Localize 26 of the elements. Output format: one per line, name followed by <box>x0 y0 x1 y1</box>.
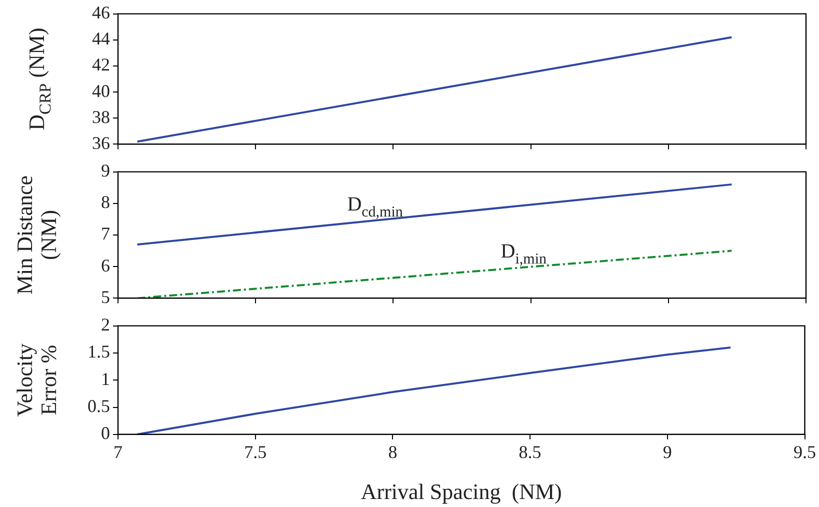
x-tick-label: 9 <box>662 442 672 462</box>
x-tick-label: 8 <box>388 442 398 462</box>
y-tick-label: 9 <box>101 160 110 181</box>
y-tick-label: 8 <box>101 192 110 212</box>
x-axis-title: Arrival Spacing (NM) <box>360 479 562 504</box>
x-tick-label: 7 <box>114 442 122 462</box>
y-tick-label: 7 <box>101 224 110 244</box>
y-axis-title: DCRP (NM) <box>24 28 55 130</box>
y-axis-title: Min Distance (NM) <box>12 175 61 295</box>
y-axis-title: Velocity Error % <box>12 343 61 417</box>
x-tick-label: 7.5 <box>244 442 267 462</box>
y-tick-label: 1.5 <box>88 342 110 362</box>
y-tick-label: 36 <box>92 132 110 153</box>
y-tick-label: 0.5 <box>88 396 110 416</box>
y-tick-label: 6 <box>101 255 110 276</box>
y-tick-label: 2 <box>101 314 110 335</box>
y-tick-label: 38 <box>92 106 110 127</box>
y-tick-label: 40 <box>92 80 110 101</box>
y-tick-label: 5 <box>101 286 110 307</box>
x-tick-label: 9.5 <box>794 442 816 462</box>
y-tick-label: 1 <box>101 368 110 389</box>
y-tick-label: 42 <box>92 54 110 75</box>
x-tick-label: 8.5 <box>518 442 542 462</box>
y-tick-label: 44 <box>92 28 110 49</box>
y-tick-label: 0 <box>101 423 110 444</box>
y-tick-label: 46 <box>92 2 110 23</box>
